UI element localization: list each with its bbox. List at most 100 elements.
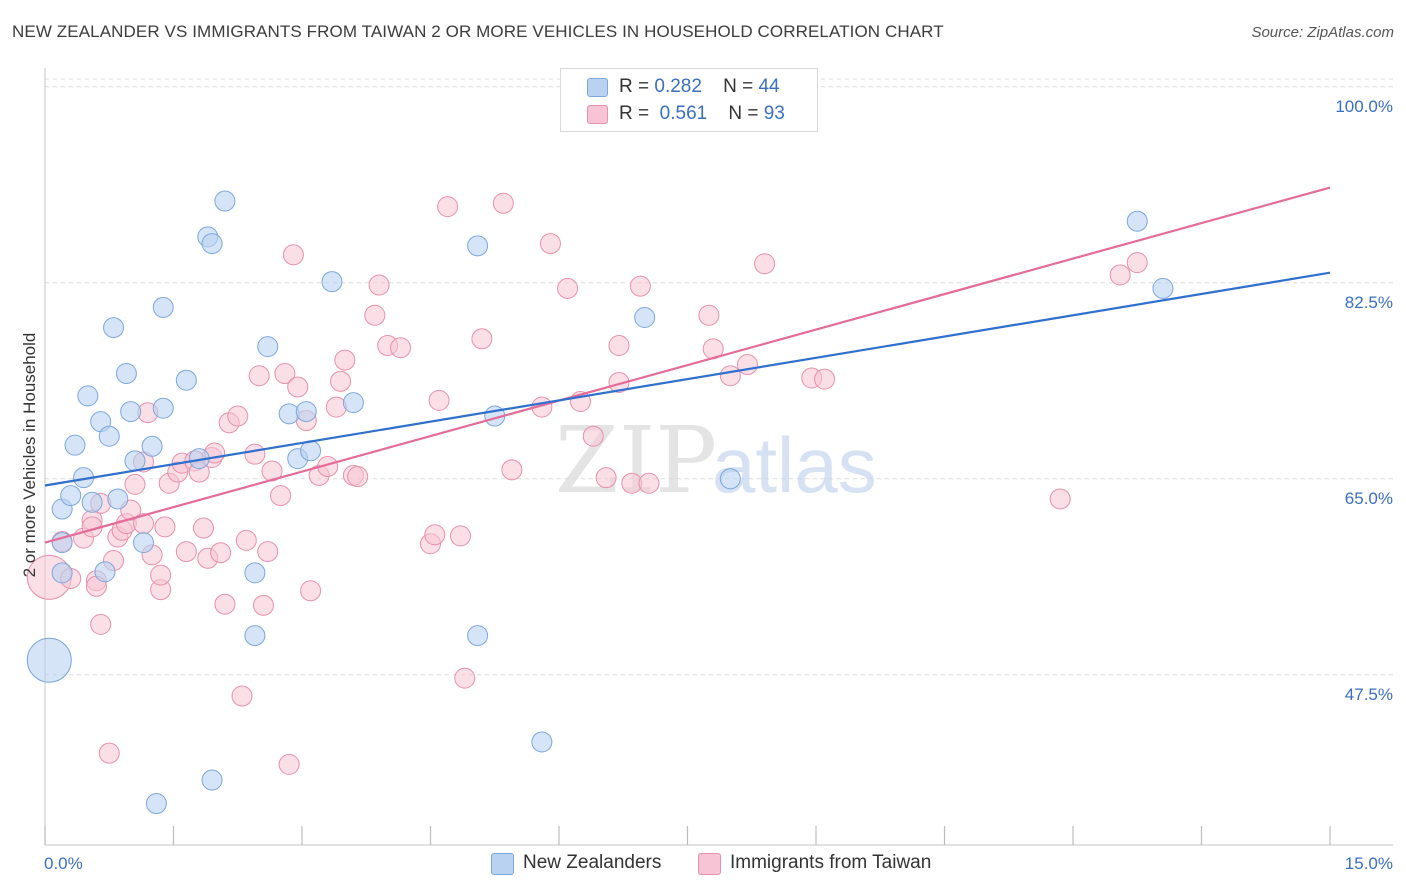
point-taiwan [454, 667, 476, 689]
point-taiwan [629, 275, 651, 297]
point-taiwan [278, 753, 300, 775]
point-new-zealanders [133, 532, 155, 554]
point-new-zealanders [103, 317, 125, 339]
trend-line-new-zealanders [44, 271, 1331, 487]
correlation-legend: R = 0.282 N = 44 R = 0.561 N = 93 [560, 68, 818, 132]
point-taiwan [150, 564, 172, 586]
point-new-zealanders [244, 625, 266, 647]
point-new-zealanders [214, 190, 236, 212]
point-taiwan [437, 196, 459, 218]
chart-title: NEW ZEALANDER VS IMMIGRANTS FROM TAIWAN … [12, 22, 944, 41]
point-new-zealanders [145, 793, 167, 815]
point-taiwan [300, 580, 322, 602]
point-taiwan [638, 472, 660, 494]
point-taiwan [248, 365, 270, 387]
legend-r-value: 0.561 [659, 103, 708, 124]
point-taiwan [368, 274, 390, 296]
point-taiwan [210, 542, 232, 564]
legend-r-label: R = [619, 103, 650, 124]
point-taiwan [154, 516, 176, 538]
point-new-zealanders [98, 425, 120, 447]
point-new-zealanders [342, 392, 364, 414]
point-new-zealanders [60, 485, 82, 507]
point-new-zealanders [107, 488, 129, 510]
point-taiwan [449, 525, 471, 547]
point-taiwan [364, 304, 386, 326]
point-taiwan [814, 368, 836, 390]
bottom-legend-swatch-pink [698, 853, 721, 875]
point-taiwan [270, 485, 292, 507]
point-taiwan [124, 473, 146, 495]
bottom-legend-label: New Zealanders [523, 852, 662, 873]
point-taiwan [1049, 488, 1071, 510]
point-new-zealanders [467, 625, 489, 647]
y-tick-label: 47.5% [1345, 685, 1393, 704]
point-new-zealanders [115, 363, 137, 385]
point-taiwan [235, 529, 257, 551]
legend-swatch-pink [587, 105, 608, 124]
point-taiwan [330, 370, 352, 392]
legend-r-value: 0.282 [654, 76, 702, 97]
x-tick-label: 0.0% [44, 854, 83, 873]
source-label: Source: ZipAtlas.com [1251, 24, 1394, 41]
point-taiwan [282, 244, 304, 266]
point-new-zealanders [321, 271, 343, 293]
bottom-legend-label: Immigrants from Taiwan [730, 852, 932, 873]
point-new-zealanders [244, 562, 266, 584]
point-new-zealanders [124, 450, 146, 472]
point-new-zealanders [257, 336, 279, 358]
series-taiwan-points [26, 192, 1148, 775]
point-taiwan [557, 277, 579, 299]
point-new-zealanders [634, 307, 656, 329]
watermark: ZIP atlas [555, 407, 877, 514]
tick-labels: 47.5% 65.0% 82.5% 100.0% 0.0% 15.0% [44, 97, 1393, 873]
point-taiwan [539, 233, 561, 255]
point-new-zealanders [81, 491, 103, 513]
point-taiwan [1109, 264, 1131, 286]
point-taiwan [227, 405, 249, 427]
point-new-zealanders [64, 434, 86, 456]
legend-r-label: R = [619, 76, 650, 97]
point-taiwan [175, 541, 197, 563]
point-taiwan [492, 192, 514, 214]
point-new-zealanders [467, 235, 489, 257]
point-taiwan [287, 376, 309, 398]
point-taiwan [192, 517, 214, 539]
point-taiwan [595, 467, 617, 489]
point-taiwan [244, 443, 266, 465]
point-taiwan [608, 371, 630, 393]
point-taiwan [274, 363, 296, 385]
bottom-legend-swatch-blue [491, 853, 514, 875]
legend-n-value: 44 [758, 76, 780, 97]
point-taiwan [428, 389, 450, 411]
point-new-zealanders [94, 561, 116, 583]
point-new-zealanders [26, 637, 72, 683]
point-new-zealanders [1126, 210, 1148, 232]
point-new-zealanders [201, 233, 223, 255]
y-tick-label: 65.0% [1345, 489, 1393, 508]
point-new-zealanders [120, 401, 142, 423]
point-new-zealanders [719, 468, 741, 490]
point-new-zealanders [201, 769, 223, 791]
trend-lines [44, 186, 1331, 544]
axes [44, 68, 1393, 846]
point-new-zealanders [295, 401, 317, 423]
y-axis-label: 2 or more Vehicles in Household [20, 332, 39, 578]
y-tick-label: 100.0% [1335, 97, 1393, 116]
point-taiwan [754, 253, 776, 275]
point-taiwan [252, 594, 274, 616]
point-taiwan [231, 685, 253, 707]
point-taiwan [257, 541, 279, 563]
point-taiwan [214, 593, 236, 615]
point-new-zealanders [531, 731, 553, 753]
legend-n-label: N = [723, 76, 754, 97]
point-taiwan [1126, 252, 1148, 274]
point-taiwan [390, 337, 412, 359]
point-taiwan [501, 459, 523, 481]
point-taiwan [719, 365, 741, 387]
point-new-zealanders [77, 385, 99, 407]
point-new-zealanders [141, 435, 163, 457]
watermark-zip: ZIP [555, 407, 717, 514]
point-taiwan [334, 349, 356, 371]
